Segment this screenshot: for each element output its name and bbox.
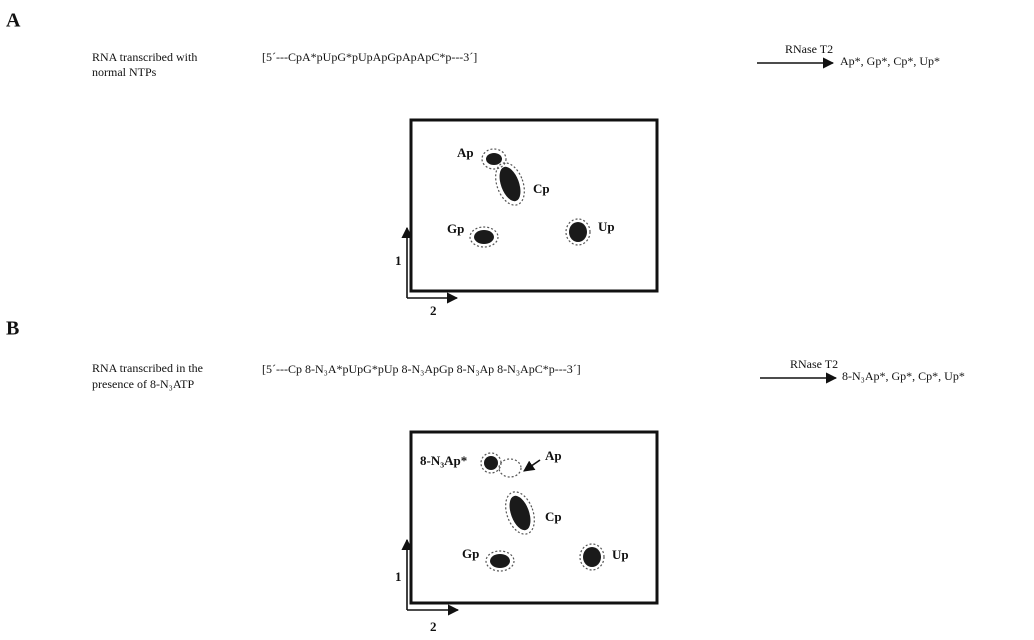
axis-label: 2: [430, 619, 437, 634]
enzyme: RNase T2: [790, 357, 838, 371]
spot-label: Up: [598, 219, 615, 234]
enzyme: RNase T2: [785, 42, 833, 56]
description: RNA transcribed with: [92, 50, 197, 64]
pointer-arrow: [524, 460, 540, 471]
spot: [474, 230, 494, 244]
spot-label: Cp: [533, 181, 550, 196]
spot-label: Gp: [462, 546, 479, 561]
axis-label: 1: [395, 569, 402, 584]
description: RNA transcribed in the: [92, 361, 203, 375]
figure: A RNA transcribed with normal NTPs [5´--…: [0, 0, 1034, 640]
spot-label: Up: [612, 547, 629, 562]
spot: [495, 164, 524, 204]
sequence: [5´---CpA*pUpG*pUpApGpApApC*p---3´]: [262, 50, 477, 64]
products: Ap*, Gp*, Cp*, Up*: [840, 54, 940, 68]
empty-spot-outline: [499, 459, 521, 477]
spot: [505, 493, 534, 533]
spot: [569, 222, 587, 242]
axis-label: 2: [430, 303, 437, 318]
spot-label: Ap: [457, 145, 474, 160]
spot: [490, 554, 510, 568]
description: normal NTPs: [92, 65, 157, 79]
spot-label: Gp: [447, 221, 464, 236]
tlc-plate: [411, 120, 657, 291]
description: presence of 8-N₃ATP: [92, 377, 194, 391]
spot: [486, 153, 502, 165]
spot-label: Ap: [545, 448, 562, 463]
spot: [583, 547, 601, 567]
spot: [484, 456, 498, 470]
products: 8-N₃Ap*, Gp*, Cp*, Up*: [842, 369, 965, 383]
panel-label: A: [6, 10, 21, 32]
axis-label: 1: [395, 253, 402, 268]
panel-label: B: [6, 318, 19, 340]
sequence: [5´---Cp 8-N₃A*pUpG*pUp 8-N₃ApGp 8-N₃Ap …: [262, 362, 581, 376]
spot-label: 8-N₃Ap*: [420, 453, 467, 468]
spot-label: Cp: [545, 509, 562, 524]
